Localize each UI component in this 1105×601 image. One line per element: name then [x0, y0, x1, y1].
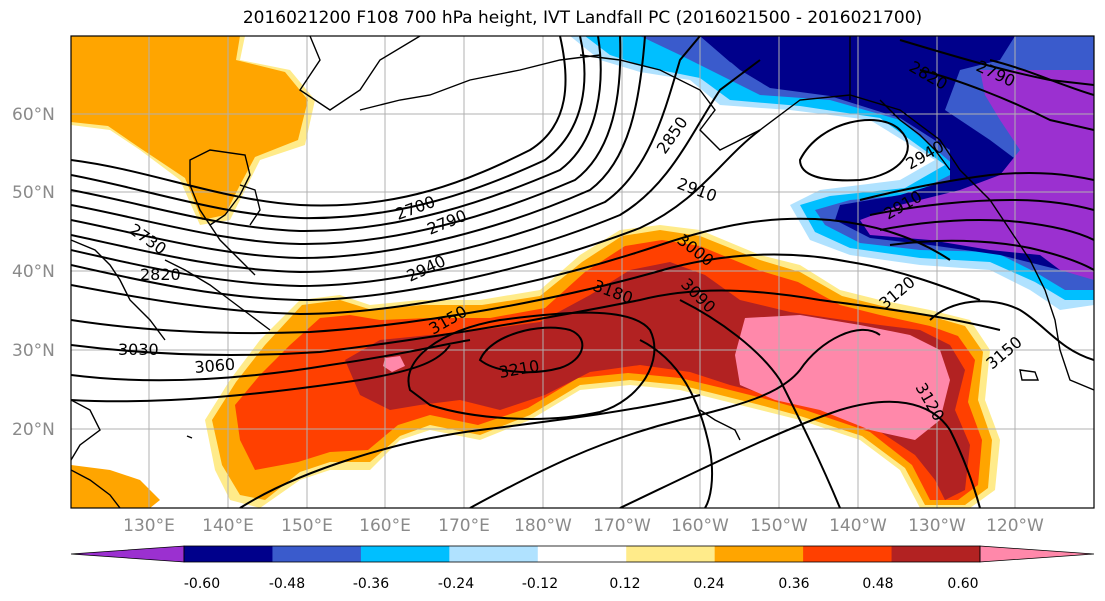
shaded-ivt-field — [71, 36, 1094, 508]
latitude-labels: 60°N 50°N 40°N 30°N 20°N — [12, 105, 55, 440]
colorbar-segment — [537, 546, 627, 562]
positive-anomaly-red — [235, 240, 982, 500]
contour-label: 3060 — [194, 355, 236, 377]
colorbar — [70, 545, 1095, 563]
map-title: 2016021200 F108 700 hPa height, IVT Land… — [242, 8, 923, 28]
lon-label: 130°W — [908, 516, 966, 536]
lat-label: 50°N — [12, 183, 55, 203]
lon-label: 150°W — [750, 516, 808, 536]
colorbar-tick-label: -0.24 — [438, 576, 474, 592]
contour-label: 2820 — [140, 265, 181, 284]
positive-anomaly-sw-blob — [71, 465, 160, 508]
lon-label: 160°W — [671, 516, 729, 536]
colorbar-tick-label: 0.36 — [778, 576, 809, 592]
colorbar-tick-label: -0.36 — [353, 576, 389, 592]
colorbar-extend-low — [70, 545, 185, 563]
lat-label: 40°N — [12, 262, 55, 282]
colorbar-tick-labels: -0.60 -0.48 -0.36 -0.24 -0.12 0.12 0.24 … — [184, 576, 979, 592]
negative-anomaly-navy-top — [700, 36, 860, 80]
colorbar-segment — [184, 546, 273, 562]
positive-anomaly-pink — [735, 315, 950, 440]
colorbar-tick-label: 0.48 — [862, 576, 893, 592]
positive-anomaly-pink-small — [383, 356, 405, 372]
lat-label: 20°N — [12, 420, 55, 440]
colorbar-segment — [272, 546, 362, 562]
colorbar-tick-label: 0.12 — [609, 576, 640, 592]
colorbar-segment — [714, 546, 804, 562]
height-contours — [71, 36, 1094, 508]
lon-label: 150°E — [281, 516, 333, 536]
negative-anomaly-purple — [860, 70, 1094, 280]
colorbar-tick-label: -0.48 — [269, 576, 305, 592]
colorbar-segment — [803, 546, 893, 562]
colorbar-tick-label: -0.12 — [522, 576, 558, 592]
longitude-labels: 130°E 140°E 150°E 160°E 170°E 180°W 170°… — [123, 516, 1044, 536]
colorbar-border — [183, 545, 981, 563]
colorbar-tick-label: 0.60 — [947, 576, 978, 592]
lon-label: 170°W — [593, 516, 651, 536]
colorbar-tick-label: 0.24 — [693, 576, 724, 592]
lon-label: 140°W — [829, 516, 887, 536]
lon-label: 170°E — [438, 516, 490, 536]
lat-label: 60°N — [12, 105, 55, 125]
colorbar-segment — [891, 546, 981, 562]
colorbar-segment — [360, 546, 450, 562]
lon-label: 120°W — [986, 516, 1044, 536]
colorbar-extend-high — [979, 545, 1095, 563]
lon-label: 140°E — [202, 516, 254, 536]
colorbar-segment — [626, 546, 716, 562]
contour-label: 3030 — [118, 340, 159, 359]
colorbar-tick-label: -0.60 — [184, 576, 220, 592]
map-frame — [70, 35, 1095, 509]
positive-anomaly-siberia-core — [71, 36, 308, 220]
colorbar-segment — [449, 546, 539, 562]
lon-label: 180°W — [514, 516, 572, 536]
lat-label: 30°N — [12, 341, 55, 361]
lon-label: 130°E — [123, 516, 175, 536]
lon-label: 160°E — [359, 516, 411, 536]
